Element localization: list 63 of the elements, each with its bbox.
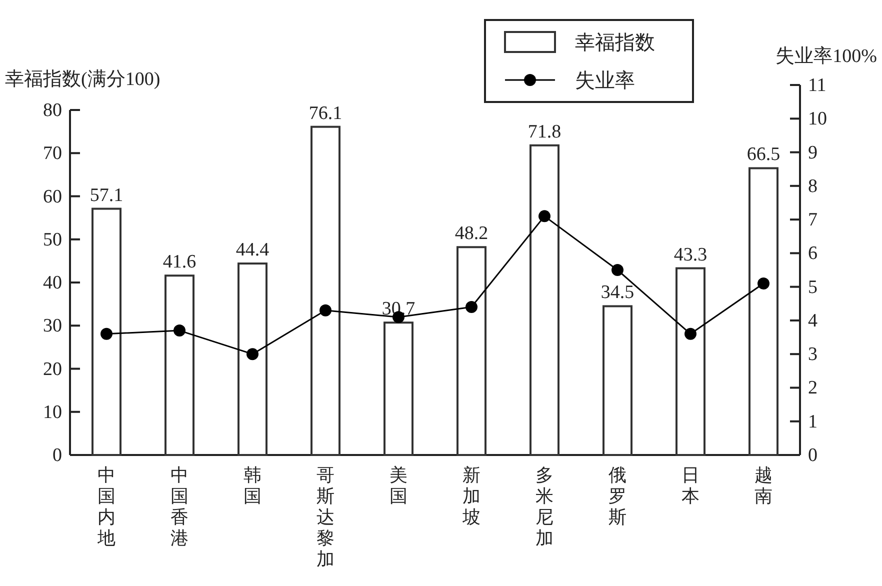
legend-label: 幸福指数 [575, 32, 655, 54]
point [246, 348, 258, 360]
y-tick-label: 50 [43, 229, 62, 250]
data-label: 71.8 [528, 121, 562, 142]
category: 哥斯达黎加 [316, 465, 334, 569]
bar [238, 262, 268, 456]
point [538, 210, 550, 222]
category: 韩国 [244, 465, 262, 506]
y2-tick-label: 9 [808, 142, 818, 164]
category: 美国 [390, 465, 408, 506]
bar [92, 208, 122, 456]
y2-tick-label: 0 [808, 445, 818, 466]
bar [456, 246, 486, 456]
point [612, 264, 624, 276]
point [684, 328, 696, 340]
legend-label: 失业率 [575, 70, 635, 92]
point [758, 277, 770, 290]
data-label: 41.6 [162, 252, 196, 273]
data-label: 66.5 [746, 144, 780, 166]
y-tick-label: 80 [43, 100, 62, 121]
point [466, 301, 478, 313]
category: 日本 [682, 465, 700, 506]
point [174, 324, 186, 337]
y2-tick-label: 8 [808, 176, 818, 197]
y-tick-label: 10 [43, 402, 62, 423]
y-tick-label: 60 [43, 186, 62, 208]
bar [164, 274, 194, 456]
category: 多米尼加 [536, 465, 554, 548]
category: 中国内地 [98, 465, 116, 548]
y2-tick-label: 3 [808, 344, 818, 366]
bar [530, 144, 560, 456]
category: 越南 [754, 465, 772, 506]
y2-axis-title: 失业率100% [776, 45, 878, 67]
y-tick-label: 70 [43, 143, 62, 164]
y2-tick-label: 6 [808, 243, 818, 264]
point [320, 304, 332, 316]
y-tick-label: 30 [43, 316, 62, 337]
bar [748, 167, 778, 456]
y2-tick-label: 11 [808, 75, 826, 96]
point [100, 328, 112, 340]
data-label: 48.2 [454, 223, 488, 244]
bar [384, 322, 414, 456]
data-label: 43.3 [674, 244, 708, 266]
y-tick-label: 20 [43, 358, 62, 380]
bar [676, 267, 706, 456]
data-label: 76.1 [308, 102, 342, 124]
bar [310, 126, 340, 456]
bar [602, 305, 632, 456]
y2-tick-label: 10 [808, 108, 827, 130]
y-axis-title: 幸福指数(满分100) [5, 69, 160, 90]
y2-tick-label: 7 [808, 210, 818, 231]
data-label: 34.5 [600, 282, 634, 304]
y2-tick-label: 4 [808, 310, 818, 332]
category: 中国香港 [170, 465, 188, 548]
y-tick-label: 0 [52, 445, 62, 466]
y2-tick-label: 1 [808, 411, 818, 432]
data-label: 44.4 [236, 240, 270, 261]
y-tick-label: 40 [43, 272, 62, 294]
y2-tick-label: 2 [808, 378, 818, 399]
y2-tick-label: 5 [808, 276, 818, 298]
category: 俄罗斯 [608, 465, 626, 527]
data-label: 57.1 [90, 184, 124, 206]
category: 新加坡 [462, 465, 480, 527]
